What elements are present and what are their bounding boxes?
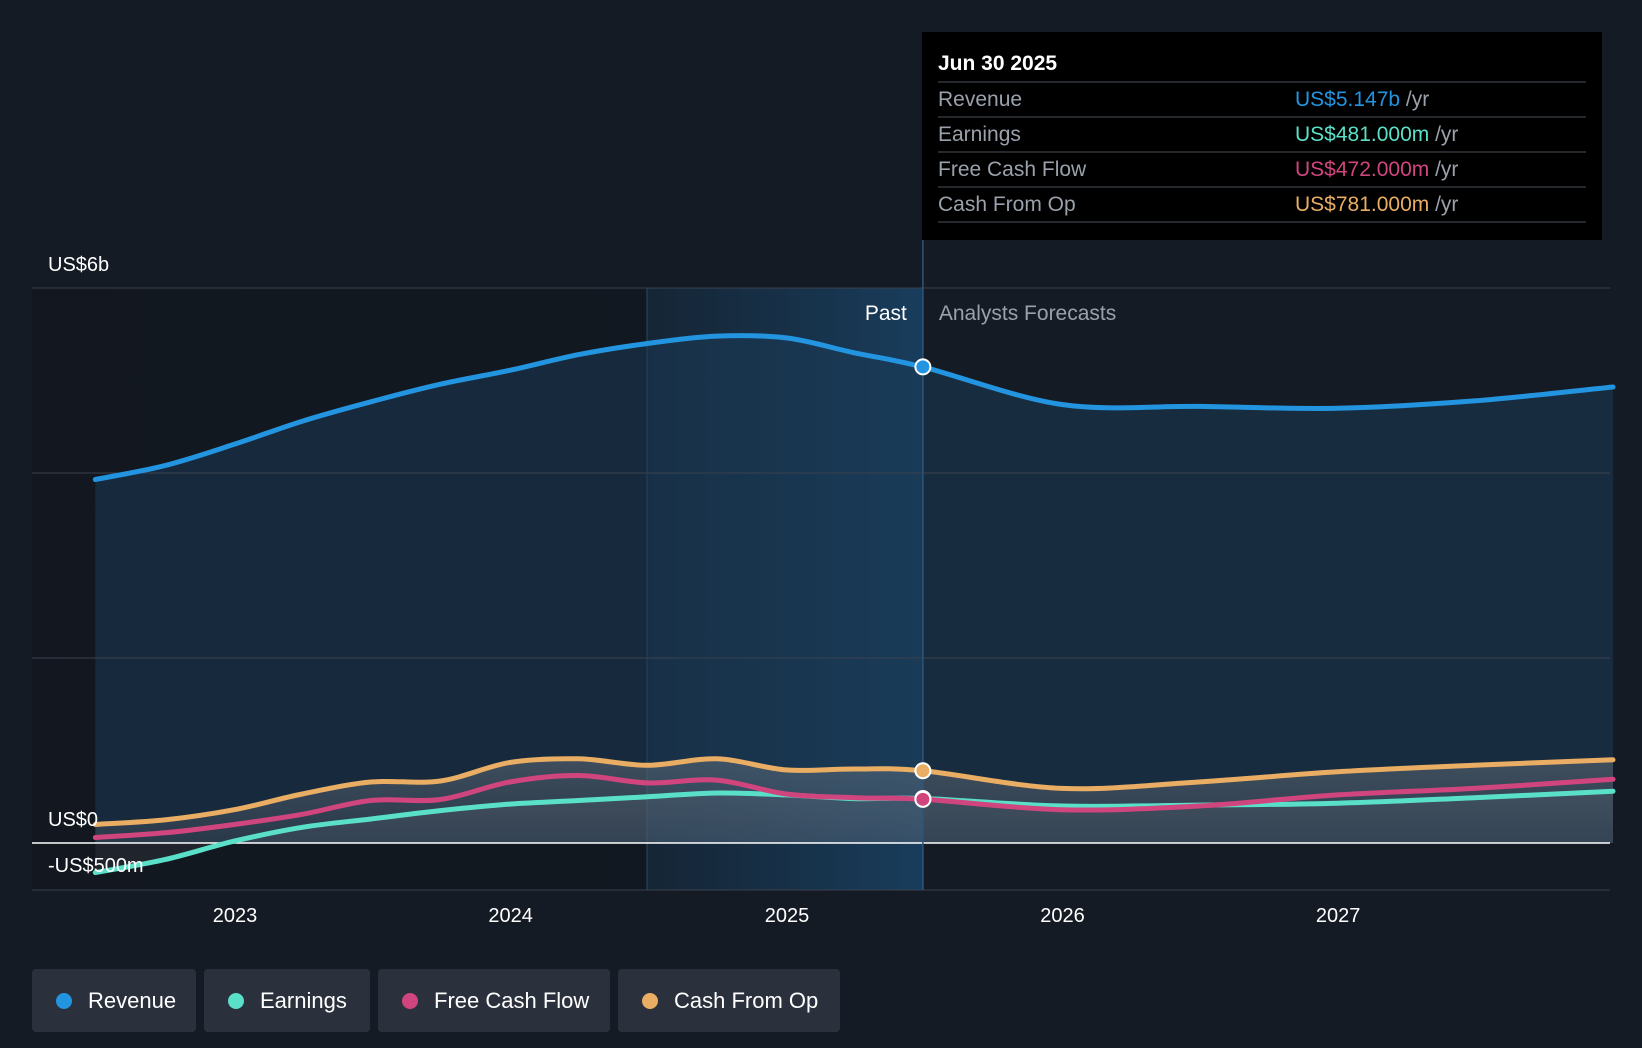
free-cash-flow-line [92,772,1616,840]
tooltip-value: US$5.147b [1295,88,1400,111]
legend-item-revenue[interactable]: Revenue [32,969,196,1032]
earnings-area [95,791,1613,873]
revenue-area [95,335,1613,843]
tooltip-unit: /yr [1429,158,1458,181]
tooltip-unit: /yr [1400,88,1429,111]
past-label: Past [865,302,907,325]
cash-from-op-marker [914,762,932,780]
tooltip-row-label: Cash From Op [938,193,1076,216]
x-axis-label: 2024 [488,905,533,927]
tooltip-row-label: Earnings [938,123,1021,146]
legend-label: Revenue [88,987,177,1013]
legend-label: Cash From Op [674,987,819,1013]
legend-dot-icon [402,992,418,1009]
tooltip-date: Jun 30 2025 [938,52,1057,75]
legend-label: Free Cash Flow [434,987,590,1013]
tooltip-row-value: US$481.000m /yr [1295,123,1458,146]
cash-from-op-line [92,756,1616,827]
tooltip-unit: /yr [1429,193,1458,216]
x-axis-label: 2026 [1040,905,1085,927]
free-cash-flow-marker [914,790,932,808]
y-axis-label: US$6b [48,254,109,276]
tooltip-row-value: US$5.147b /yr [1295,88,1429,111]
y-axis-label: -US$500m [48,855,144,877]
legend-dot-icon [642,992,658,1009]
revenue-line [92,333,1616,482]
legend-label: Earnings [260,987,347,1013]
legend-dot-icon [56,992,72,1009]
tooltip-value: US$481.000m [1295,123,1429,146]
earnings-line [92,788,1616,876]
forecast-label: Analysts Forecasts [939,302,1116,325]
legend-item-cash-from-op[interactable]: Cash From Op [618,969,840,1032]
revenue-marker [914,358,932,376]
legend-item-free-cash-flow[interactable]: Free Cash Flow [378,969,610,1032]
x-axis-label: 2027 [1316,905,1361,927]
tooltip-row-label: Free Cash Flow [938,158,1087,181]
y-axis-label: US$0 [48,809,98,831]
tooltip-value: US$472.000m [1295,158,1429,181]
tooltip-row-label: Revenue [938,88,1022,111]
tooltip-value: US$781.000m [1295,193,1429,216]
tooltip-box [922,32,1602,240]
tooltip-unit: /yr [1429,123,1458,146]
tooltip-row-value: US$472.000m /yr [1295,158,1458,181]
legend-dot-icon [228,992,244,1009]
x-axis-label: 2023 [213,905,258,927]
x-axis-label: 2025 [765,905,810,927]
legend-item-earnings[interactable]: Earnings [204,969,370,1032]
tooltip-row-value: US$781.000m /yr [1295,193,1458,216]
